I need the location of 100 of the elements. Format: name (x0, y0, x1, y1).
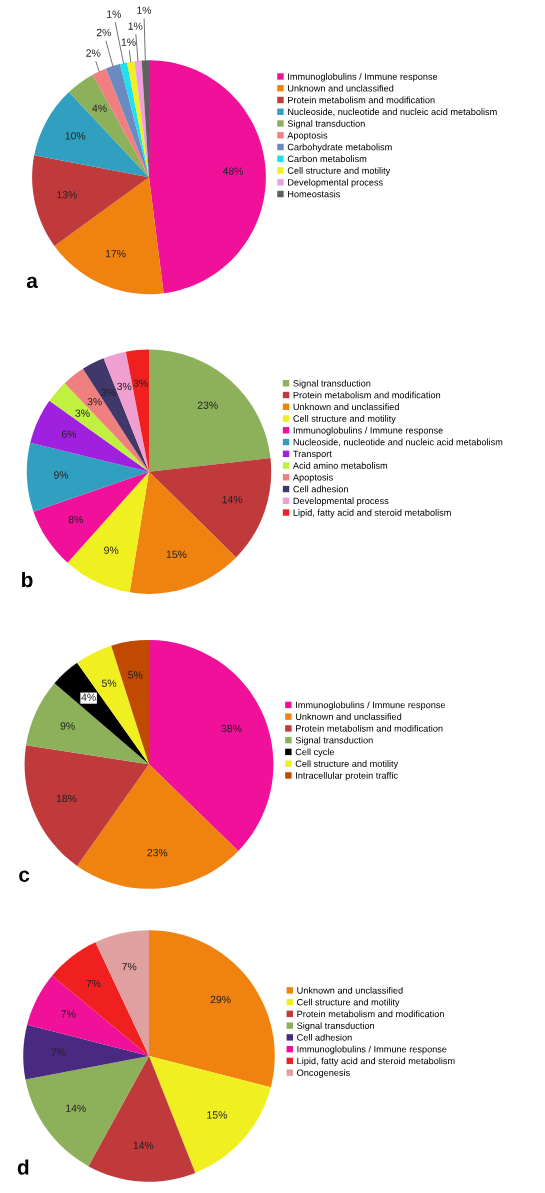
data-label: 48% (222, 167, 244, 175)
legend-label: Signal transduction (297, 1022, 375, 1031)
legend-label: Intracellular protein traffic (296, 771, 398, 781)
data-label: 17% (105, 249, 126, 258)
data-label: 1% (107, 10, 121, 18)
legend-label: Protein metabolism and modification (293, 391, 441, 399)
data-label: 3% (75, 409, 90, 417)
legend-label: Unknown and unclassified (293, 403, 399, 411)
legend-label: Nucleoside, nucleotide and nucleic acid metabolism (288, 108, 497, 117)
legend-label: Protein metabolism and modification (296, 724, 443, 732)
data-label: 5% (101, 679, 117, 687)
pie-slice (77, 764, 239, 889)
data-label: 3% (117, 382, 132, 391)
data-label: 4% (92, 104, 107, 112)
legend-label: Lipid, fatty acid and steroid metabolism (297, 1057, 455, 1067)
data-label: 38% (221, 724, 242, 733)
legend-label: Carbon metabolism (287, 155, 367, 163)
legend-label: Cell structure and motility (295, 760, 399, 769)
legend-label: Oncogenesis (297, 1069, 350, 1078)
legend-label: Protein metabolism and modification (297, 1010, 444, 1018)
data-label: 7% (61, 1010, 76, 1018)
legend-label: Cell adhesion (297, 1033, 352, 1041)
pie-slice (88, 1055, 196, 1182)
data-label: 7% (51, 1048, 66, 1056)
legend-label: Immunoglobulins / Immune response (293, 426, 443, 436)
legend-label: Cell structure and motility (293, 415, 396, 424)
data-label: 29% (210, 995, 231, 1004)
data-label: 13% (57, 191, 77, 199)
data-label: 3% (101, 388, 116, 397)
data-label: 10% (65, 132, 86, 140)
legend-label: Carbohydrate metabolism (287, 143, 392, 153)
data-label: 23% (147, 848, 168, 857)
legend-label: Cell structure and motility (287, 167, 391, 176)
legend-label: Signal transduction (287, 120, 365, 129)
data-label: 14% (66, 1104, 86, 1112)
legend-label: Unknown and unclassified (288, 84, 394, 92)
legend-label: Immunoglobulins / Immune response (296, 701, 446, 711)
legend-label: Unknown and unclassified (297, 986, 403, 994)
legend-label: Acid amino metabolism (292, 462, 388, 469)
legend-label: Cell structure and motility (297, 998, 400, 1008)
pie-slice (103, 351, 149, 472)
pie-slice (23, 1024, 149, 1080)
legend-label: Protein metabolism and modification (288, 96, 435, 104)
data-label: 9% (104, 546, 119, 554)
pie-slice (54, 177, 164, 295)
data-label: 15% (166, 550, 187, 559)
legend-label: Apoptosis (292, 473, 333, 483)
data-label: 14% (133, 1141, 154, 1150)
data-label: 14% (222, 495, 243, 504)
pie-slice (149, 639, 274, 851)
pie-slice (127, 61, 149, 178)
data-label: 3% (87, 397, 102, 406)
pie-slice (149, 349, 271, 472)
legend-label: Cell cycle (295, 748, 335, 758)
pie-slice (149, 930, 275, 1088)
legend-label: Immunoglobulins / Immune response (288, 73, 438, 82)
pie-slice (52, 942, 149, 1056)
data-label: 9% (54, 471, 69, 479)
legend-label: Cell adhesion (293, 485, 348, 493)
pie-slice (33, 471, 149, 563)
data-label: 2% (86, 49, 101, 57)
pie-slice (77, 645, 149, 765)
data-label: 3% (133, 379, 148, 387)
data-label: 1% (128, 22, 143, 30)
legend-label: Lipid, fatty acid and steroid metabolism (293, 509, 451, 518)
text: d (17, 1159, 29, 1175)
data-label: 2% (96, 28, 111, 37)
pie-slice (27, 975, 149, 1056)
pie-slice (149, 458, 272, 558)
legend-label: Signal transduction (295, 736, 373, 746)
data-label: 18% (56, 794, 77, 803)
legend-label: Nucleoside, nucleotide and nucleic acid metabolism (293, 438, 503, 447)
pie-slice (64, 368, 149, 472)
pie-slice (32, 155, 149, 246)
pie-slice (67, 471, 149, 593)
legend-label: Transport (293, 450, 332, 459)
legend-label: Immunoglobulins / Immune response (297, 1045, 447, 1055)
pie-slice (24, 745, 149, 866)
text: b (22, 571, 33, 588)
data-label: 15% (207, 1111, 227, 1119)
data-label: 8% (68, 515, 83, 524)
data-label: 7% (122, 963, 137, 971)
text: a (26, 276, 38, 289)
pie-slice (105, 64, 149, 178)
data-label: 7% (86, 979, 101, 988)
pie-slice (54, 662, 149, 765)
data-label: 4% (81, 693, 96, 701)
legend-label: Apoptosis (287, 131, 328, 141)
legend-label: Unknown and unclassified (295, 713, 402, 720)
data-label: 5% (128, 671, 143, 679)
data-label: 1% (121, 38, 136, 46)
legend-label: Developmental process (288, 178, 383, 188)
legend-label: Signal transduction (293, 379, 371, 389)
pie-slice (34, 92, 149, 178)
pie-slice (30, 400, 149, 472)
data-label: 6% (61, 430, 77, 438)
data-label: 1% (137, 6, 152, 14)
legend-label: Homeostasis (288, 190, 340, 198)
pie-slice (92, 68, 149, 178)
data-label: 9% (60, 722, 75, 730)
